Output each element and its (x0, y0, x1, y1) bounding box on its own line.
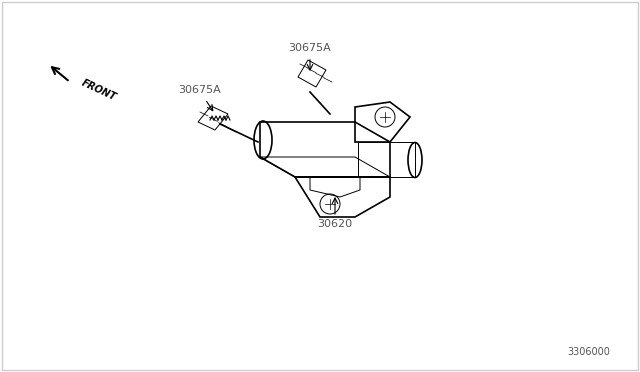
Text: 3306000: 3306000 (567, 347, 610, 357)
Text: FRONT: FRONT (80, 78, 118, 102)
Text: 30675A: 30675A (289, 43, 332, 53)
Text: 30675A: 30675A (179, 85, 221, 95)
Text: 30620: 30620 (317, 219, 353, 229)
